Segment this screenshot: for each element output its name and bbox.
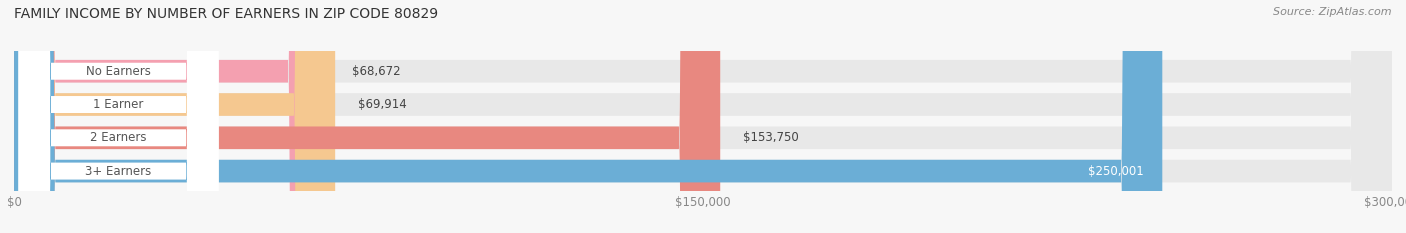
FancyBboxPatch shape bbox=[14, 0, 1392, 233]
Text: $68,672: $68,672 bbox=[353, 65, 401, 78]
Text: $69,914: $69,914 bbox=[359, 98, 406, 111]
FancyBboxPatch shape bbox=[18, 0, 218, 233]
FancyBboxPatch shape bbox=[14, 0, 1392, 233]
FancyBboxPatch shape bbox=[18, 0, 218, 233]
Text: Source: ZipAtlas.com: Source: ZipAtlas.com bbox=[1274, 7, 1392, 17]
FancyBboxPatch shape bbox=[14, 0, 335, 233]
FancyBboxPatch shape bbox=[14, 0, 1392, 233]
Text: No Earners: No Earners bbox=[86, 65, 150, 78]
FancyBboxPatch shape bbox=[14, 0, 720, 233]
FancyBboxPatch shape bbox=[14, 0, 329, 233]
FancyBboxPatch shape bbox=[14, 0, 1163, 233]
FancyBboxPatch shape bbox=[18, 0, 218, 233]
Text: FAMILY INCOME BY NUMBER OF EARNERS IN ZIP CODE 80829: FAMILY INCOME BY NUMBER OF EARNERS IN ZI… bbox=[14, 7, 439, 21]
Text: $153,750: $153,750 bbox=[744, 131, 799, 144]
Text: 2 Earners: 2 Earners bbox=[90, 131, 146, 144]
FancyBboxPatch shape bbox=[14, 0, 1392, 233]
Text: $250,001: $250,001 bbox=[1088, 164, 1144, 178]
Text: 3+ Earners: 3+ Earners bbox=[86, 164, 152, 178]
Text: 1 Earner: 1 Earner bbox=[93, 98, 143, 111]
FancyBboxPatch shape bbox=[18, 0, 218, 233]
